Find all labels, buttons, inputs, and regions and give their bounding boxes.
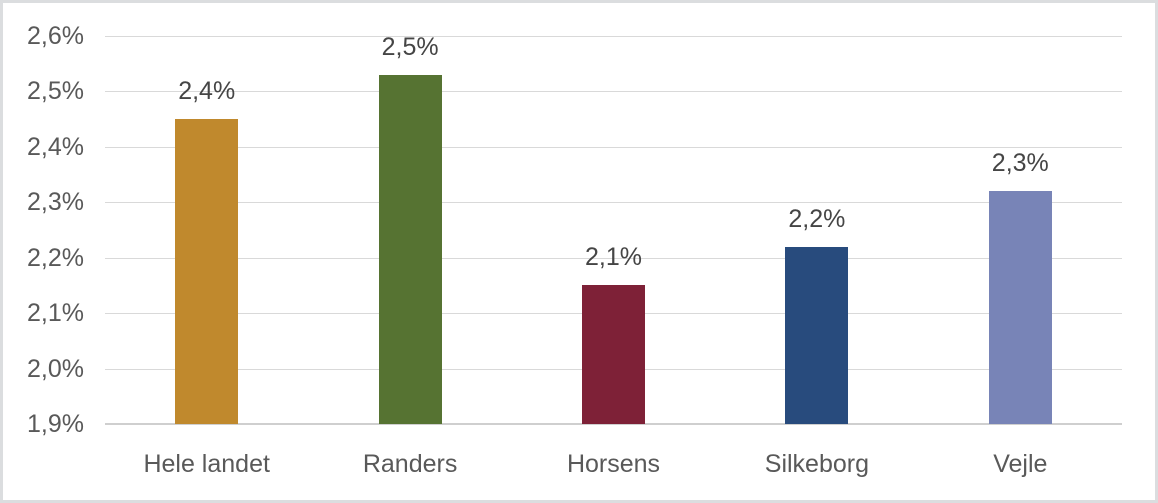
bar-value-label-vejle: 2,3%: [991, 149, 1049, 178]
y-axis-tick-label: 2,6%: [27, 22, 84, 50]
x-axis-category-label-horsens: Horsens: [566, 450, 661, 478]
y-axis-tick-label: 2,1%: [27, 299, 84, 328]
bar-value-label-randers: 2,5%: [381, 32, 439, 61]
y-axis-tick-label: 2,0%: [27, 354, 84, 383]
x-axis-category-label-hele-landet: Hele landet: [143, 450, 270, 478]
gridline: [105, 257, 1122, 259]
bar-hele-landet: [175, 119, 239, 424]
plot-area: 1,9% 2,0% 2,1% 2,2% 2,3% 2,4% 2,5% 2,6% 2,4% Hele…: [3, 3, 1155, 500]
gridline: [105, 36, 1122, 37]
y-axis-tick-label: 2,3%: [27, 188, 84, 217]
gridline: [105, 91, 1122, 93]
y-axis-tick-label: 1,9%: [27, 410, 84, 438]
bar-value-label-silkeborg: 2,2%: [788, 204, 846, 233]
bar-silkeborg: [785, 246, 849, 424]
y-axis-tick-label: 2,2%: [27, 243, 84, 272]
bar-vejle: [988, 191, 1052, 424]
bar-horsens: [582, 285, 645, 424]
x-axis-category-label-vejle: Vejle: [993, 450, 1048, 478]
y-axis-tick-label: 2,5%: [27, 77, 84, 106]
bar-value-label-hele-landet: 2,4%: [178, 77, 236, 106]
gridline: [105, 202, 1122, 204]
bar-value-label-horsens: 2,1%: [585, 243, 642, 272]
x-axis-category-label-randers: Randers: [362, 450, 458, 478]
gridline: [105, 146, 1122, 148]
y-axis-tick-label: 2,4%: [27, 132, 84, 161]
bar-randers: [378, 74, 442, 424]
x-axis-category-label-silkeborg: Silkeborg: [764, 450, 869, 478]
x-axis-line: [105, 423, 1122, 425]
